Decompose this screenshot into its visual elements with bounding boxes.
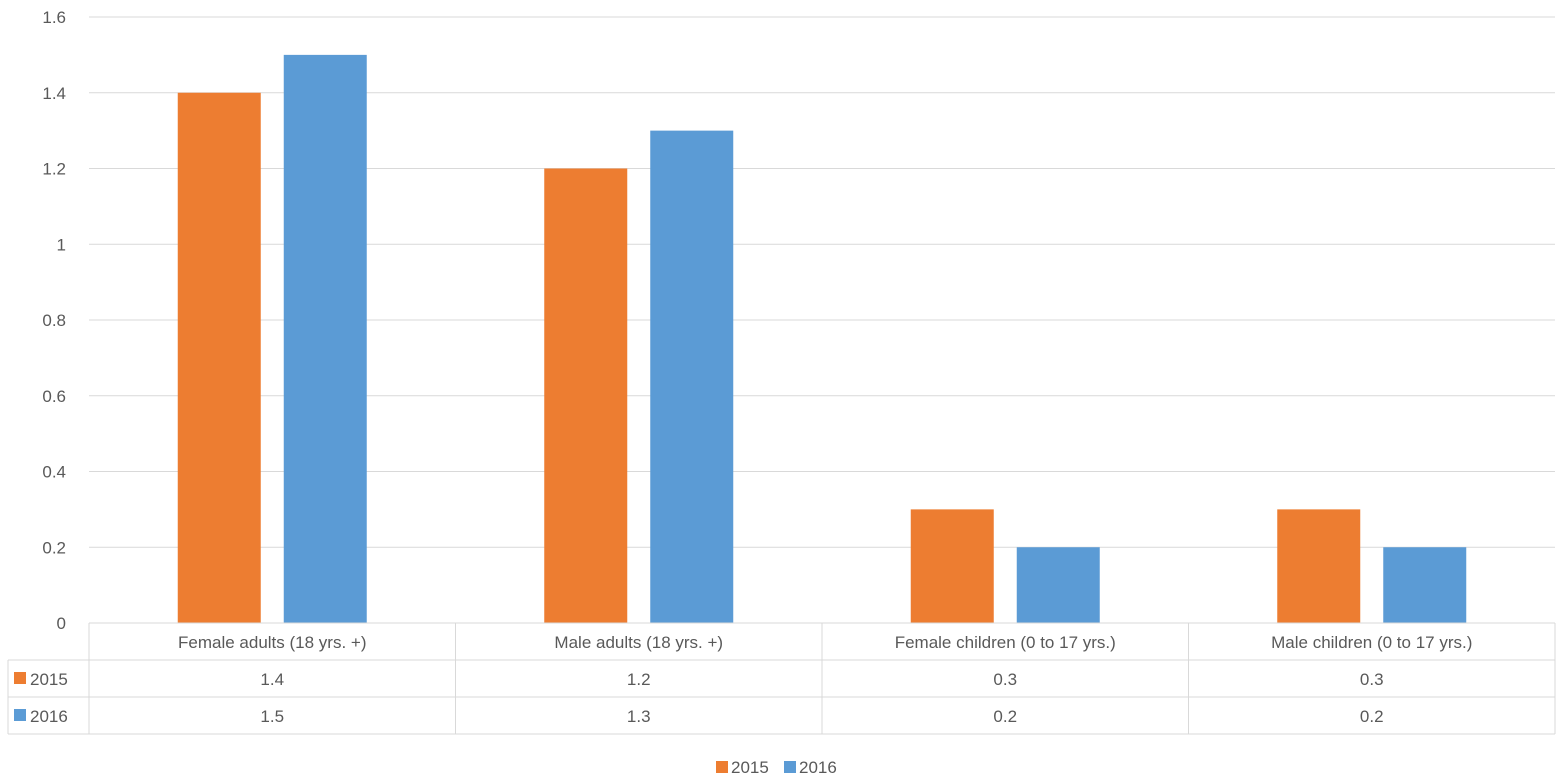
table-row-label: 2015 — [30, 670, 68, 689]
table-cell-value: 0.3 — [1360, 670, 1384, 689]
bars — [177, 54, 1467, 623]
y-tick-label: 0.4 — [42, 463, 66, 482]
bar-2016-3 — [1383, 547, 1467, 623]
bar-2016-2 — [1016, 547, 1100, 623]
y-tick-label: 0.6 — [42, 387, 66, 406]
category-label: Male children (0 to 17 yrs.) — [1271, 633, 1472, 652]
bar-2015-1 — [544, 168, 628, 623]
y-axis-ticks: 0 0.2 0.4 0.6 0.8 1 1.2 1.4 1.6 — [42, 8, 66, 633]
bar-2016-0 — [283, 54, 367, 623]
y-tick-label: 0 — [57, 614, 66, 633]
data-table: Female adults (18 yrs. +) Male adults (18… — [7, 622, 1556, 735]
bar-2016-1 — [650, 130, 734, 623]
table-cell-value: 0.2 — [1360, 707, 1384, 726]
table-cell-value: 1.5 — [260, 707, 284, 726]
table-cell-value: 0.2 — [993, 707, 1017, 726]
y-tick-label: 0.2 — [42, 538, 66, 557]
table-cell-value: 1.4 — [260, 670, 284, 689]
legend-key-2015 — [716, 761, 728, 773]
y-tick-label: 1.2 — [42, 160, 66, 179]
y-tick-label: 0.8 — [42, 311, 66, 330]
table-row-label: 2016 — [30, 707, 68, 726]
table-legend-key-2016 — [14, 709, 26, 721]
bar-2015-0 — [177, 92, 261, 623]
table-cell-value: 1.3 — [627, 707, 651, 726]
bar-2015-2 — [910, 509, 994, 623]
category-label: Female adults (18 yrs. +) — [178, 633, 367, 652]
table-cell-value: 1.2 — [627, 670, 651, 689]
category-label: Male adults (18 yrs. +) — [554, 633, 723, 652]
legend-key-2016 — [784, 761, 796, 773]
category-label: Female children (0 to 17 yrs.) — [895, 633, 1116, 652]
legend: 2015 2016 — [716, 758, 837, 777]
bar-2015-3 — [1277, 509, 1361, 623]
y-tick-label: 1.4 — [42, 84, 66, 103]
table-legend-key-2015 — [14, 672, 26, 684]
table-cell-value: 0.3 — [993, 670, 1017, 689]
legend-label: 2016 — [799, 758, 837, 777]
y-tick-label: 1.6 — [42, 8, 66, 27]
legend-label: 2015 — [731, 758, 769, 777]
y-tick-label: 1 — [57, 235, 66, 254]
